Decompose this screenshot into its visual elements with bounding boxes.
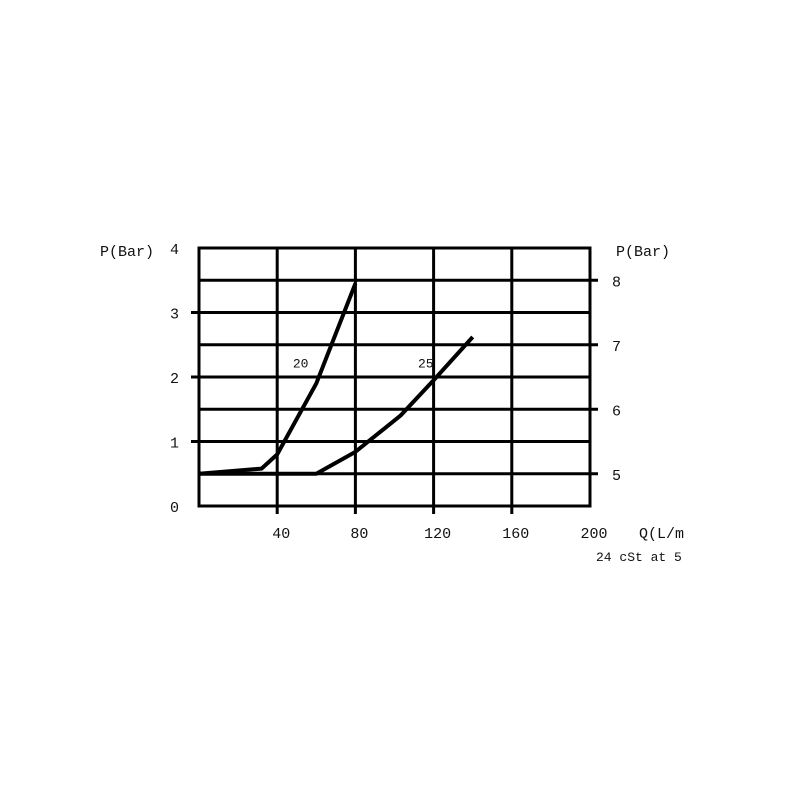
y-right-tick-label: 7 (612, 339, 621, 356)
y-left-tick-label: 4 (170, 242, 179, 259)
y-left-tick-label: 2 (170, 371, 179, 388)
y-left-tick-label: 1 (170, 436, 179, 453)
x-axis-label: Q(L/m (639, 526, 684, 543)
y-right-axis-label: P(Bar) (616, 244, 670, 261)
viscosity-note: 24 cSt at 5 (596, 550, 682, 565)
y-left-tick-label: 0 (170, 500, 179, 517)
x-tick-label: 200 (580, 526, 607, 543)
series-label-20: 20 (293, 356, 309, 371)
y-left-axis-label: P(Bar) (100, 244, 154, 261)
x-tick-label: 120 (424, 526, 451, 543)
y-right-tick-label: 6 (612, 403, 621, 420)
y-right-tick-label: 5 (612, 468, 621, 485)
series-label-25: 25 (418, 356, 434, 371)
x-tick-label: 80 (350, 526, 368, 543)
x-tick-label: 160 (502, 526, 529, 543)
series: 20 25 (198, 282, 475, 476)
y-right-tick-label: 8 (612, 274, 621, 291)
y-left-tick-label: 3 (170, 307, 179, 324)
series-line-20 (198, 282, 358, 476)
series-line-25 (199, 335, 475, 476)
ticks: 40 80 120 160 200 0 1 2 3 4 5 6 7 8 (170, 242, 621, 543)
x-tick-label: 40 (272, 526, 290, 543)
grid (191, 246, 598, 514)
